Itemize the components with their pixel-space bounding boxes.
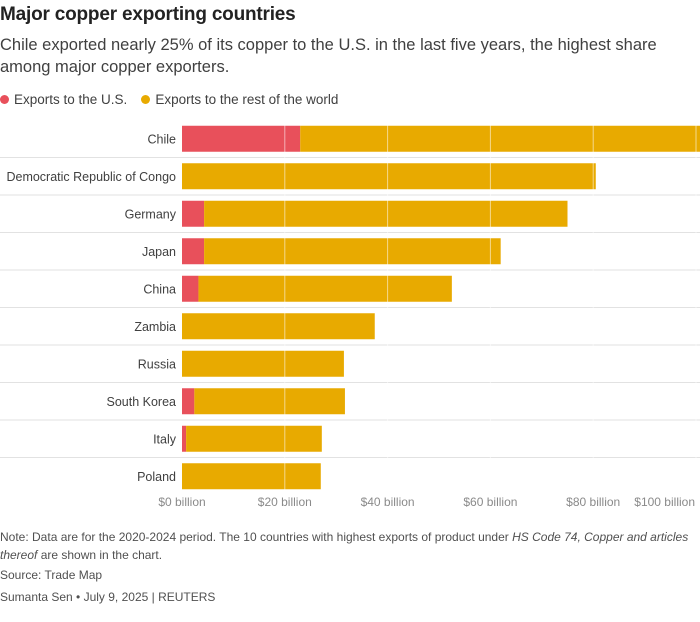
bar-segment-rest <box>182 463 321 490</box>
category-label: Democratic Republic of Congo <box>6 170 176 184</box>
legend-label-rest: Exports to the rest of the world <box>155 92 339 107</box>
bar-segment-rest <box>182 313 375 340</box>
legend-item-us: Exports to the U.S. <box>0 92 127 107</box>
bar-segment-rest <box>182 163 596 190</box>
category-label: Japan <box>142 245 176 259</box>
chart-subtitle: Chile exported nearly 25% of its copper … <box>0 36 657 76</box>
note-suffix: are shown in the chart. <box>37 548 163 562</box>
legend-swatch-us <box>0 95 9 104</box>
category-label: South Korea <box>107 395 177 409</box>
x-tick-label: $0 billion <box>158 495 205 509</box>
note-hs-code: HS Code 74, Copper and articles thereof <box>0 530 689 562</box>
legend-item-rest: Exports to the rest of the world <box>141 92 338 107</box>
x-tick-label: $100 billion <box>634 495 695 509</box>
category-label: Poland <box>137 470 176 484</box>
category-label: Italy <box>153 432 177 446</box>
bar-segment-us <box>182 388 195 415</box>
bar-segment-rest <box>204 200 568 227</box>
category-label: Chile <box>148 132 177 146</box>
legend: Exports to the U.S. Exports to the rest … <box>0 92 338 107</box>
bar-chart: Chile Democratic Republic of Congo Germany… <box>0 120 700 509</box>
legend-label-us: Exports to the U.S. <box>14 92 128 107</box>
bar-segment-us <box>182 200 205 227</box>
category-label: Germany <box>125 207 177 221</box>
x-tick-label: $20 billion <box>258 495 312 509</box>
bar-segment-us <box>182 425 187 452</box>
chart-note: Note: Data are for the 2020-2024 period.… <box>0 528 690 564</box>
legend-swatch-rest <box>141 95 151 104</box>
note-prefix: Note: Data are for the 2020-2024 period.… <box>0 530 513 544</box>
bar-segment-rest <box>182 350 344 377</box>
bar-segment-rest <box>194 388 345 415</box>
chart-title: Major copper exporting countries <box>0 4 296 25</box>
source-text: Source: Trade Map <box>0 568 103 582</box>
category-label: China <box>143 282 176 296</box>
bar-segment-rest <box>204 238 501 265</box>
credit-text: Sumanta Sen • July 9, 2025 | REUTERS <box>0 590 216 604</box>
bar-segment-rest <box>198 275 452 302</box>
bar-segment-us <box>182 125 301 152</box>
x-tick-label: $40 billion <box>361 495 415 509</box>
x-tick-label: $60 billion <box>463 495 517 509</box>
bar-segment-rest <box>186 425 322 452</box>
bar-segment-us <box>182 275 199 302</box>
category-label: Zambia <box>134 320 176 334</box>
x-tick-label: $80 billion <box>566 495 620 509</box>
category-label: Russia <box>138 357 176 371</box>
bar-segment-rest <box>300 125 700 152</box>
bar-segment-us <box>182 238 205 265</box>
